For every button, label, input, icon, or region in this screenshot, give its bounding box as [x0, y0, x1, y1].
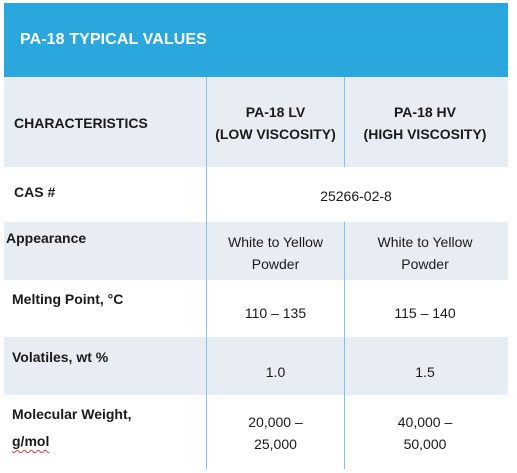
cas-row	[4, 167, 508, 222]
appearance-row	[4, 222, 508, 280]
cas-label: CAS #	[14, 184, 56, 200]
appearance-hv-line2: Powder	[401, 256, 449, 272]
molecular-row	[4, 395, 508, 470]
melting-row	[4, 280, 508, 337]
characteristics-header: CHARACTERISTICS	[14, 115, 148, 131]
header-row	[4, 77, 508, 167]
molecular-label-line1: Molecular Weight,	[12, 406, 132, 422]
appearance-hv-line1: White to Yellow	[377, 234, 473, 250]
column-divider-left	[206, 77, 207, 469]
melting-label: Melting Point, °C	[12, 291, 124, 307]
melting-lv: 110 – 135	[244, 305, 307, 321]
lv-header-name: PA-18 LV	[245, 104, 306, 120]
appearance-lv-line1: White to Yellow	[228, 234, 323, 250]
molecular-label: Molecular Weight, g/mol	[12, 401, 132, 455]
column-divider-header	[344, 77, 345, 167]
molecular-lv-line1: 20,000 –	[248, 414, 303, 430]
volatiles-lv: 1.0	[265, 364, 286, 380]
volatiles-row	[4, 337, 508, 395]
table-title: PA-18 TYPICAL VALUES	[4, 3, 508, 77]
molecular-hv: 40,000 – 50,000	[345, 411, 505, 455]
molecular-lv: 20,000 – 25,000	[207, 411, 344, 455]
melting-hv: 115 – 140	[394, 305, 456, 321]
cas-value: 25266-02-8	[320, 188, 392, 204]
appearance-label: Appearance	[6, 230, 87, 246]
hv-header-desc: (HIGH VISCOSITY)	[363, 126, 487, 142]
appearance-lv: White to Yellow Powder	[207, 231, 344, 275]
molecular-hv-line1: 40,000 –	[397, 414, 453, 430]
molecular-lv-line2: 25,000	[254, 436, 297, 452]
appearance-hv: White to Yellow Powder	[345, 231, 505, 275]
molecular-label-line2: g/mol	[12, 433, 50, 449]
column-divider-right	[344, 222, 345, 469]
volatiles-label: Volatiles, wt %	[12, 349, 109, 365]
molecular-hv-line2: 50,000	[403, 436, 447, 452]
appearance-lv-line2: Powder	[251, 256, 300, 272]
volatiles-hv: 1.5	[415, 364, 435, 380]
hv-header: PA-18 HV (HIGH VISCOSITY)	[345, 101, 505, 145]
lv-header: PA-18 LV (LOW VISCOSITY)	[207, 101, 344, 145]
hv-header-name: PA-18 HV	[394, 104, 456, 120]
lv-header-desc: (LOW VISCOSITY)	[215, 126, 336, 142]
